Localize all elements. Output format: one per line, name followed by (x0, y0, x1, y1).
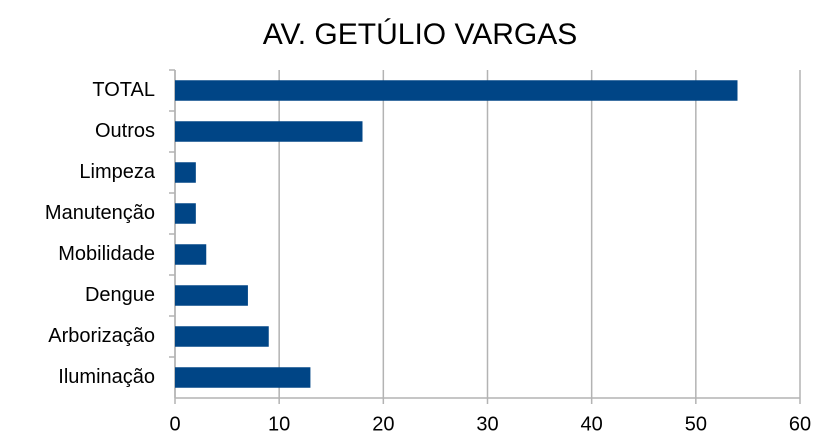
y-tick-label: Arborização (48, 325, 155, 347)
bar (175, 162, 196, 183)
y-tick-label: Mobilidade (58, 243, 155, 265)
bar (175, 121, 363, 142)
x-tick-label: 60 (789, 413, 811, 435)
y-tick-label: Limpeza (79, 161, 155, 183)
bar (175, 203, 196, 224)
x-tick-label: 50 (685, 413, 707, 435)
y-tick-label: TOTAL (92, 79, 155, 101)
x-tick-label: 40 (581, 413, 603, 435)
x-tick-label: 20 (372, 413, 394, 435)
bar (175, 244, 207, 265)
bar (175, 326, 269, 347)
chart-title: AV. GETÚLIO VARGAS (263, 18, 578, 51)
bar (175, 285, 248, 306)
x-tick-label: 0 (169, 413, 180, 435)
y-tick-label: Outros (95, 120, 155, 142)
y-tick-label: Manutenção (45, 202, 155, 224)
x-tick-label: 10 (268, 413, 290, 435)
x-tick-label: 30 (476, 413, 498, 435)
bar (175, 367, 311, 388)
y-tick-label: Iluminação (58, 366, 155, 388)
y-tick-label: Dengue (85, 284, 155, 306)
bar (175, 80, 738, 101)
